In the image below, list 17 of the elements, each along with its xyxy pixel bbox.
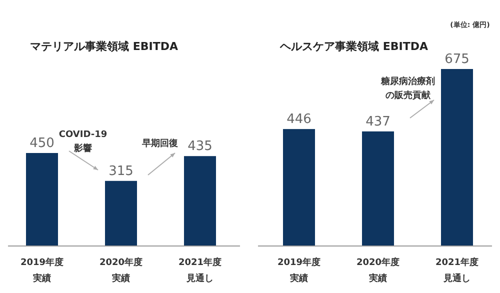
data-label: 435: [188, 139, 212, 154]
chart-title: ヘルスケア事業領域 EBITDA: [279, 40, 428, 53]
x-tick-label: 2021年度見通し: [178, 257, 222, 284]
text: 早期回復: [141, 138, 178, 149]
x-tick-label: 2019年度実績: [20, 257, 64, 284]
x-tick-label: 2020年度実績: [356, 257, 400, 284]
x-tick-label: 2019年度実績: [277, 257, 321, 284]
x-tick-label: 2020年度実績: [99, 257, 143, 284]
chart-title: マテリアル事業領域 EBITDA: [30, 40, 178, 53]
x-tick-label: 2021年度見通し: [435, 257, 479, 284]
data-label: 446: [286, 112, 312, 128]
annotation: 糖尿病治療剤の販売貢献: [380, 76, 435, 101]
annotation: COVID-19 影響: [58, 130, 108, 154]
data-label: 675: [444, 52, 470, 67]
data-label: 450: [30, 136, 54, 151]
data-label: 315: [108, 164, 134, 179]
data-label: 437: [366, 114, 390, 130]
